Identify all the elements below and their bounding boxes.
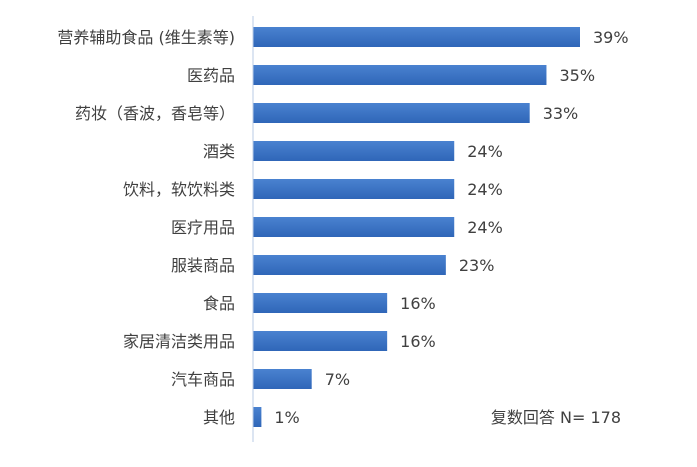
response-note: 复数回答 N= 178 [491, 408, 621, 427]
value-label-4: 24% [467, 180, 503, 199]
category-label-2: 药妆（香波，香皂等） [75, 104, 235, 123]
category-label-1: 医药品 [187, 66, 235, 85]
value-label-1: 35% [559, 66, 595, 85]
value-label-9: 7% [325, 370, 350, 389]
category-label-10: 其他 [203, 408, 235, 427]
value-label-7: 16% [400, 294, 436, 313]
value-label-6: 23% [459, 256, 495, 275]
bar-4 [253, 179, 455, 199]
value-label-5: 24% [467, 218, 503, 237]
bar-9 [253, 369, 312, 389]
bar-8 [253, 331, 388, 351]
value-label-0: 39% [593, 28, 629, 47]
bar-0 [253, 27, 580, 47]
value-label-8: 16% [400, 332, 436, 351]
category-label-3: 酒类 [203, 142, 235, 161]
category-label-8: 家居清洁类用品 [123, 332, 235, 351]
bar-6 [253, 255, 446, 275]
bar-1 [253, 65, 547, 85]
value-label-10: 1% [274, 408, 299, 427]
bar-5 [253, 217, 455, 237]
category-label-0: 营养辅助食品 (维生素等) [57, 28, 235, 47]
bar-2 [253, 103, 530, 123]
category-label-9: 汽车商品 [171, 370, 235, 389]
bars-layer: 营养辅助食品 (维生素等) 39% 医药品 35% 药妆（香波，香皂等） 33% 酒类 24%… [57, 27, 629, 427]
category-label-6: 服装商品 [171, 256, 235, 275]
bar-3 [253, 141, 455, 161]
value-label-2: 33% [543, 104, 579, 123]
category-label-7: 食品 [203, 294, 235, 313]
category-label-4: 饮料，软饮料类 [123, 180, 235, 199]
category-label-5: 医疗用品 [171, 218, 235, 237]
bar-10 [253, 407, 262, 427]
value-label-3: 24% [467, 142, 503, 161]
bar-7 [253, 293, 388, 313]
